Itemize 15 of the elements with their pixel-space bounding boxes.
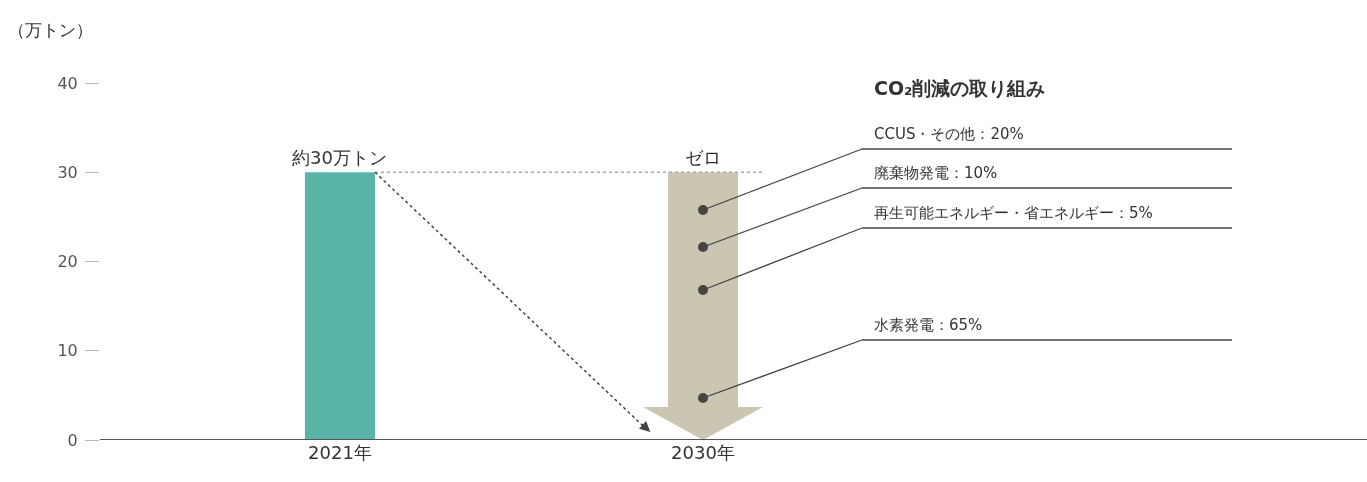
y-tick-label: 20 [57, 252, 78, 272]
annotation: ゼロ [685, 147, 721, 168]
annotation: CO₂削減の取り組み [874, 77, 1046, 99]
x-tick-label: 2021年 [308, 442, 372, 463]
annotation: 再生可能エネルギー・省エネルギー：5% [874, 204, 1153, 222]
annotation: 約30万トン [292, 147, 387, 168]
y-axis-title: （万トン） [8, 20, 93, 40]
annotation: 水素発電：65% [874, 316, 983, 334]
x-tick-label: 2030年 [671, 442, 735, 463]
y-tick-label: 10 [57, 341, 78, 361]
annotation: 廃棄物発電：10% [874, 164, 998, 182]
annotation: CCUS・その他：20% [874, 125, 1024, 143]
y-tick-label: 0 [67, 430, 78, 450]
y-tick-label: 30 [57, 162, 78, 182]
y-tick-label: 40 [57, 73, 78, 93]
